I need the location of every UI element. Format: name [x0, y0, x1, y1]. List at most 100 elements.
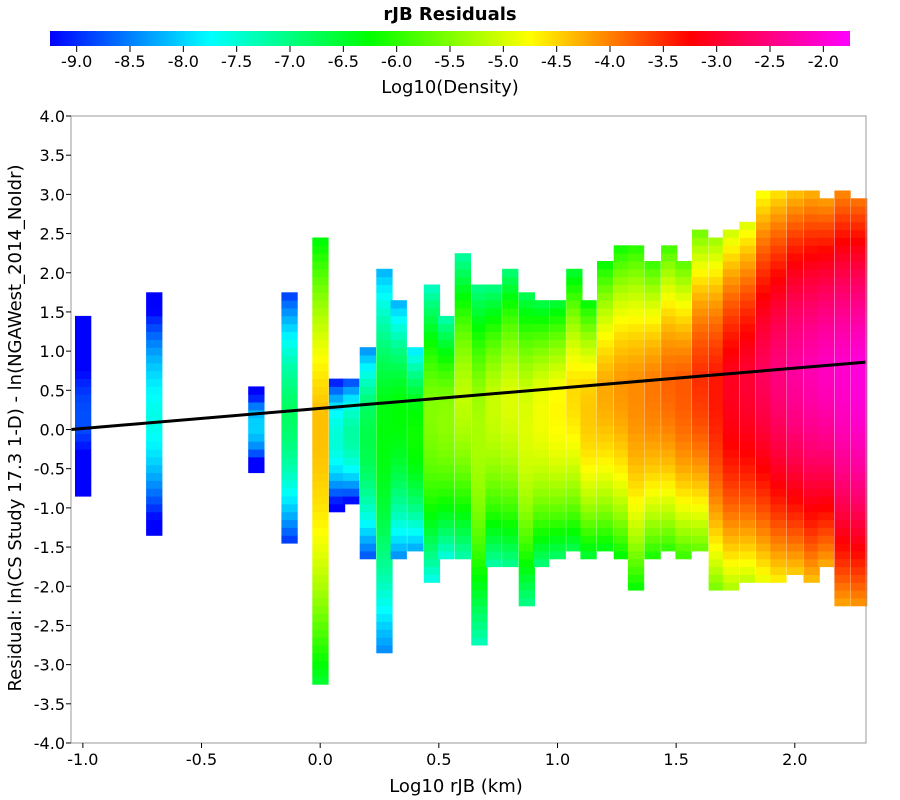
- density-cell: [281, 425, 298, 434]
- density-cell: [359, 425, 376, 434]
- density-cell: [423, 527, 441, 536]
- density-cell: [376, 605, 393, 615]
- density-cell: [803, 253, 820, 262]
- colorbar-tick-label: -3.5: [648, 52, 679, 71]
- density-cell: [851, 519, 868, 528]
- density-cell: [146, 464, 163, 474]
- density-cell: [146, 527, 163, 536]
- density-cell: [692, 504, 709, 513]
- density-cell: [485, 425, 502, 434]
- density-cell: [549, 386, 566, 395]
- density-cell: [376, 386, 393, 395]
- density-cell: [390, 480, 407, 489]
- density-cell: [803, 425, 820, 434]
- density-cell: [281, 417, 298, 426]
- density-cell: [580, 331, 597, 340]
- density-cell: [708, 402, 725, 411]
- density-cell: [644, 331, 661, 340]
- density-cell: [675, 300, 692, 309]
- density-cell: [708, 480, 725, 489]
- density-cell: [817, 268, 834, 278]
- density-cell: [502, 292, 519, 301]
- density-cell: [770, 245, 787, 254]
- density-cell: [549, 308, 566, 317]
- density-cell: [851, 464, 868, 474]
- y-tick-label: 0.5: [40, 381, 65, 400]
- density-cell: [359, 417, 376, 426]
- density-cell: [390, 472, 407, 481]
- density-cell: [834, 472, 851, 481]
- density-cell: [817, 480, 834, 489]
- density-cell: [376, 362, 393, 372]
- density-cell: [708, 519, 725, 528]
- density-cell: [75, 402, 92, 411]
- density-cell: [692, 449, 709, 458]
- density-cell: [502, 472, 519, 481]
- density-cell: [75, 339, 92, 348]
- density-cell: [708, 433, 725, 442]
- density-cell: [756, 535, 773, 544]
- density-cell: [359, 488, 376, 497]
- density-cell: [597, 527, 614, 536]
- density-cell: [146, 456, 163, 466]
- density-cell: [281, 308, 298, 317]
- density-cell: [454, 535, 471, 544]
- density-cell: [580, 535, 597, 544]
- density-cell: [485, 331, 502, 340]
- density-cell: [627, 284, 645, 293]
- density-cell: [423, 456, 441, 466]
- density-cell: [613, 527, 630, 536]
- density-cell: [580, 370, 597, 379]
- density-cell: [312, 355, 329, 364]
- density-cell: [146, 511, 163, 521]
- density-cell: [803, 456, 820, 466]
- density-cell: [549, 551, 566, 560]
- density-cell: [533, 378, 550, 387]
- density-cell: [518, 347, 535, 356]
- density-cell: [644, 504, 661, 513]
- density-cell: [390, 417, 407, 426]
- density-cell: [566, 409, 583, 419]
- density-cell: [644, 425, 661, 434]
- density-cell: [834, 378, 851, 387]
- density-cell: [566, 527, 583, 536]
- density-cell: [281, 402, 298, 411]
- density-cell: [708, 323, 725, 332]
- density-cell: [359, 551, 376, 560]
- density-cell: [471, 323, 488, 332]
- density-cell: [834, 315, 851, 325]
- density-cell: [692, 229, 709, 238]
- density-cell: [471, 362, 488, 372]
- density-cell: [613, 496, 630, 505]
- density-cell: [533, 409, 550, 419]
- density-cell: [834, 292, 851, 301]
- density-cell: [471, 425, 488, 434]
- density-cell: [454, 464, 471, 474]
- density-cell: [423, 425, 441, 434]
- density-cell: [438, 464, 455, 474]
- density-cell: [454, 480, 471, 489]
- density-cell: [580, 511, 597, 521]
- density-cell: [518, 456, 535, 466]
- density-cell: [580, 347, 597, 356]
- density-cell: [518, 417, 535, 426]
- density-cell: [281, 472, 298, 481]
- density-cell: [661, 464, 678, 474]
- density-cell: [312, 276, 329, 285]
- density-cell: [756, 480, 773, 489]
- density-cell: [834, 480, 851, 489]
- density-cell: [756, 378, 773, 387]
- density-cell: [597, 276, 614, 285]
- density-cell: [627, 441, 645, 450]
- density-cell: [756, 198, 773, 207]
- density-cell: [851, 535, 868, 544]
- density-cell: [407, 347, 424, 356]
- density-cell: [756, 488, 773, 497]
- density-cell: [359, 347, 376, 356]
- density-cell: [75, 433, 92, 442]
- density-cell: [359, 402, 376, 411]
- density-cell: [549, 480, 566, 489]
- density-cell: [770, 535, 787, 544]
- density-cell: [756, 190, 773, 199]
- density-cell: [817, 511, 834, 521]
